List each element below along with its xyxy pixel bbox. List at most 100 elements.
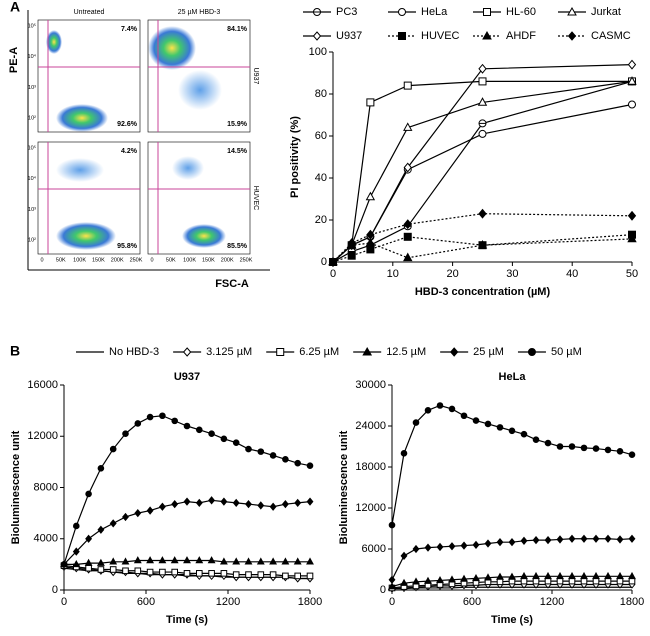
- legend-marker: [449, 347, 459, 357]
- marker: [269, 452, 277, 459]
- marker: [207, 556, 216, 564]
- marker: [347, 251, 356, 260]
- x-tick-label: 10: [387, 268, 399, 280]
- marker: [244, 557, 253, 565]
- marker: [580, 534, 588, 543]
- chart-title: U937: [174, 371, 200, 383]
- marker: [532, 535, 540, 545]
- y-axis-label: Bioluminescence unit: [338, 430, 350, 544]
- marker: [134, 567, 142, 575]
- y-tick-label: 12000: [27, 430, 58, 442]
- flow-x-tick-label: 150K: [92, 257, 105, 263]
- marker: [257, 501, 265, 510]
- flow-x-tick-label: 0: [40, 257, 43, 263]
- marker: [448, 542, 456, 551]
- y-tick-label: 4000: [34, 533, 58, 545]
- series-line: [332, 80, 633, 263]
- marker: [472, 573, 480, 582]
- marker: [245, 571, 252, 578]
- marker: [208, 496, 216, 505]
- x-tick-label: 0: [61, 596, 67, 608]
- y-axis-label: Bioluminescence unit: [10, 430, 22, 544]
- marker: [220, 435, 228, 443]
- marker: [85, 564, 92, 572]
- marker: [293, 557, 302, 565]
- marker: [604, 577, 612, 585]
- marker: [424, 543, 432, 552]
- marker: [282, 572, 289, 580]
- marker: [556, 443, 564, 450]
- quadrant-label: 7.4%: [121, 26, 138, 33]
- legend-label: PC3: [336, 6, 357, 18]
- marker: [97, 464, 105, 472]
- marker: [592, 445, 600, 452]
- marker: [84, 558, 93, 566]
- y-tick-label: 60: [315, 130, 327, 142]
- marker: [220, 570, 228, 577]
- chart-title: HeLa: [499, 371, 527, 383]
- marker: [628, 571, 636, 580]
- marker: [424, 406, 432, 414]
- legend-label: 25 µM: [473, 346, 504, 358]
- marker: [146, 506, 154, 515]
- y-tick-label: 0: [321, 256, 327, 268]
- marker: [158, 556, 167, 564]
- flow-column-title: Untreated: [74, 9, 105, 16]
- marker: [496, 424, 504, 431]
- marker: [580, 577, 588, 585]
- marker: [109, 445, 117, 453]
- marker: [592, 571, 600, 580]
- marker: [281, 557, 290, 565]
- legend-marker: [567, 31, 577, 41]
- marker: [520, 571, 528, 580]
- marker: [269, 502, 277, 511]
- marker: [85, 490, 92, 498]
- marker: [400, 578, 408, 586]
- marker: [134, 508, 142, 518]
- x-tick-label: 1200: [216, 596, 240, 608]
- marker: [159, 412, 166, 420]
- marker: [109, 566, 117, 573]
- marker: [616, 535, 624, 544]
- y-tick-label: 12000: [355, 502, 386, 514]
- marker: [306, 572, 314, 580]
- x-tick-label: 0: [330, 268, 336, 280]
- marker: [366, 98, 375, 107]
- y-tick-label: 6000: [362, 543, 386, 555]
- marker: [245, 500, 252, 509]
- marker: [306, 462, 314, 470]
- marker: [73, 522, 80, 530]
- series-line: [332, 213, 633, 263]
- marker: [366, 229, 375, 240]
- marker: [97, 566, 105, 573]
- marker: [183, 422, 191, 430]
- flow-plot: [37, 141, 141, 255]
- marker: [146, 413, 154, 421]
- marker: [183, 556, 191, 564]
- x-tick-label: 0: [389, 596, 395, 608]
- marker: [232, 557, 241, 565]
- flow-x-tick-label: 150K: [202, 257, 215, 263]
- marker: [412, 577, 420, 585]
- flow-x-tick-label: 50K: [56, 257, 66, 263]
- marker: [568, 443, 576, 450]
- marker: [477, 239, 488, 249]
- flow-x-tick-label: 100K: [183, 257, 196, 263]
- legend-label: 12.5 µM: [386, 346, 426, 358]
- marker: [388, 582, 396, 590]
- flow-x-tick-label: 200K: [111, 257, 124, 263]
- flow-x-tick-label: 250K: [130, 257, 143, 263]
- marker: [232, 439, 240, 446]
- flow-x-tick-label: 250K: [240, 257, 253, 263]
- marker: [604, 571, 612, 580]
- marker: [544, 439, 552, 447]
- marker: [436, 576, 444, 584]
- marker: [616, 571, 624, 580]
- flow-y-tick-label: 10⁴: [28, 53, 37, 60]
- marker: [208, 430, 215, 437]
- marker: [556, 577, 564, 585]
- marker: [424, 576, 432, 584]
- flow-y-tick-label: 10³: [28, 85, 36, 91]
- marker: [294, 498, 302, 508]
- series-line: [332, 80, 633, 263]
